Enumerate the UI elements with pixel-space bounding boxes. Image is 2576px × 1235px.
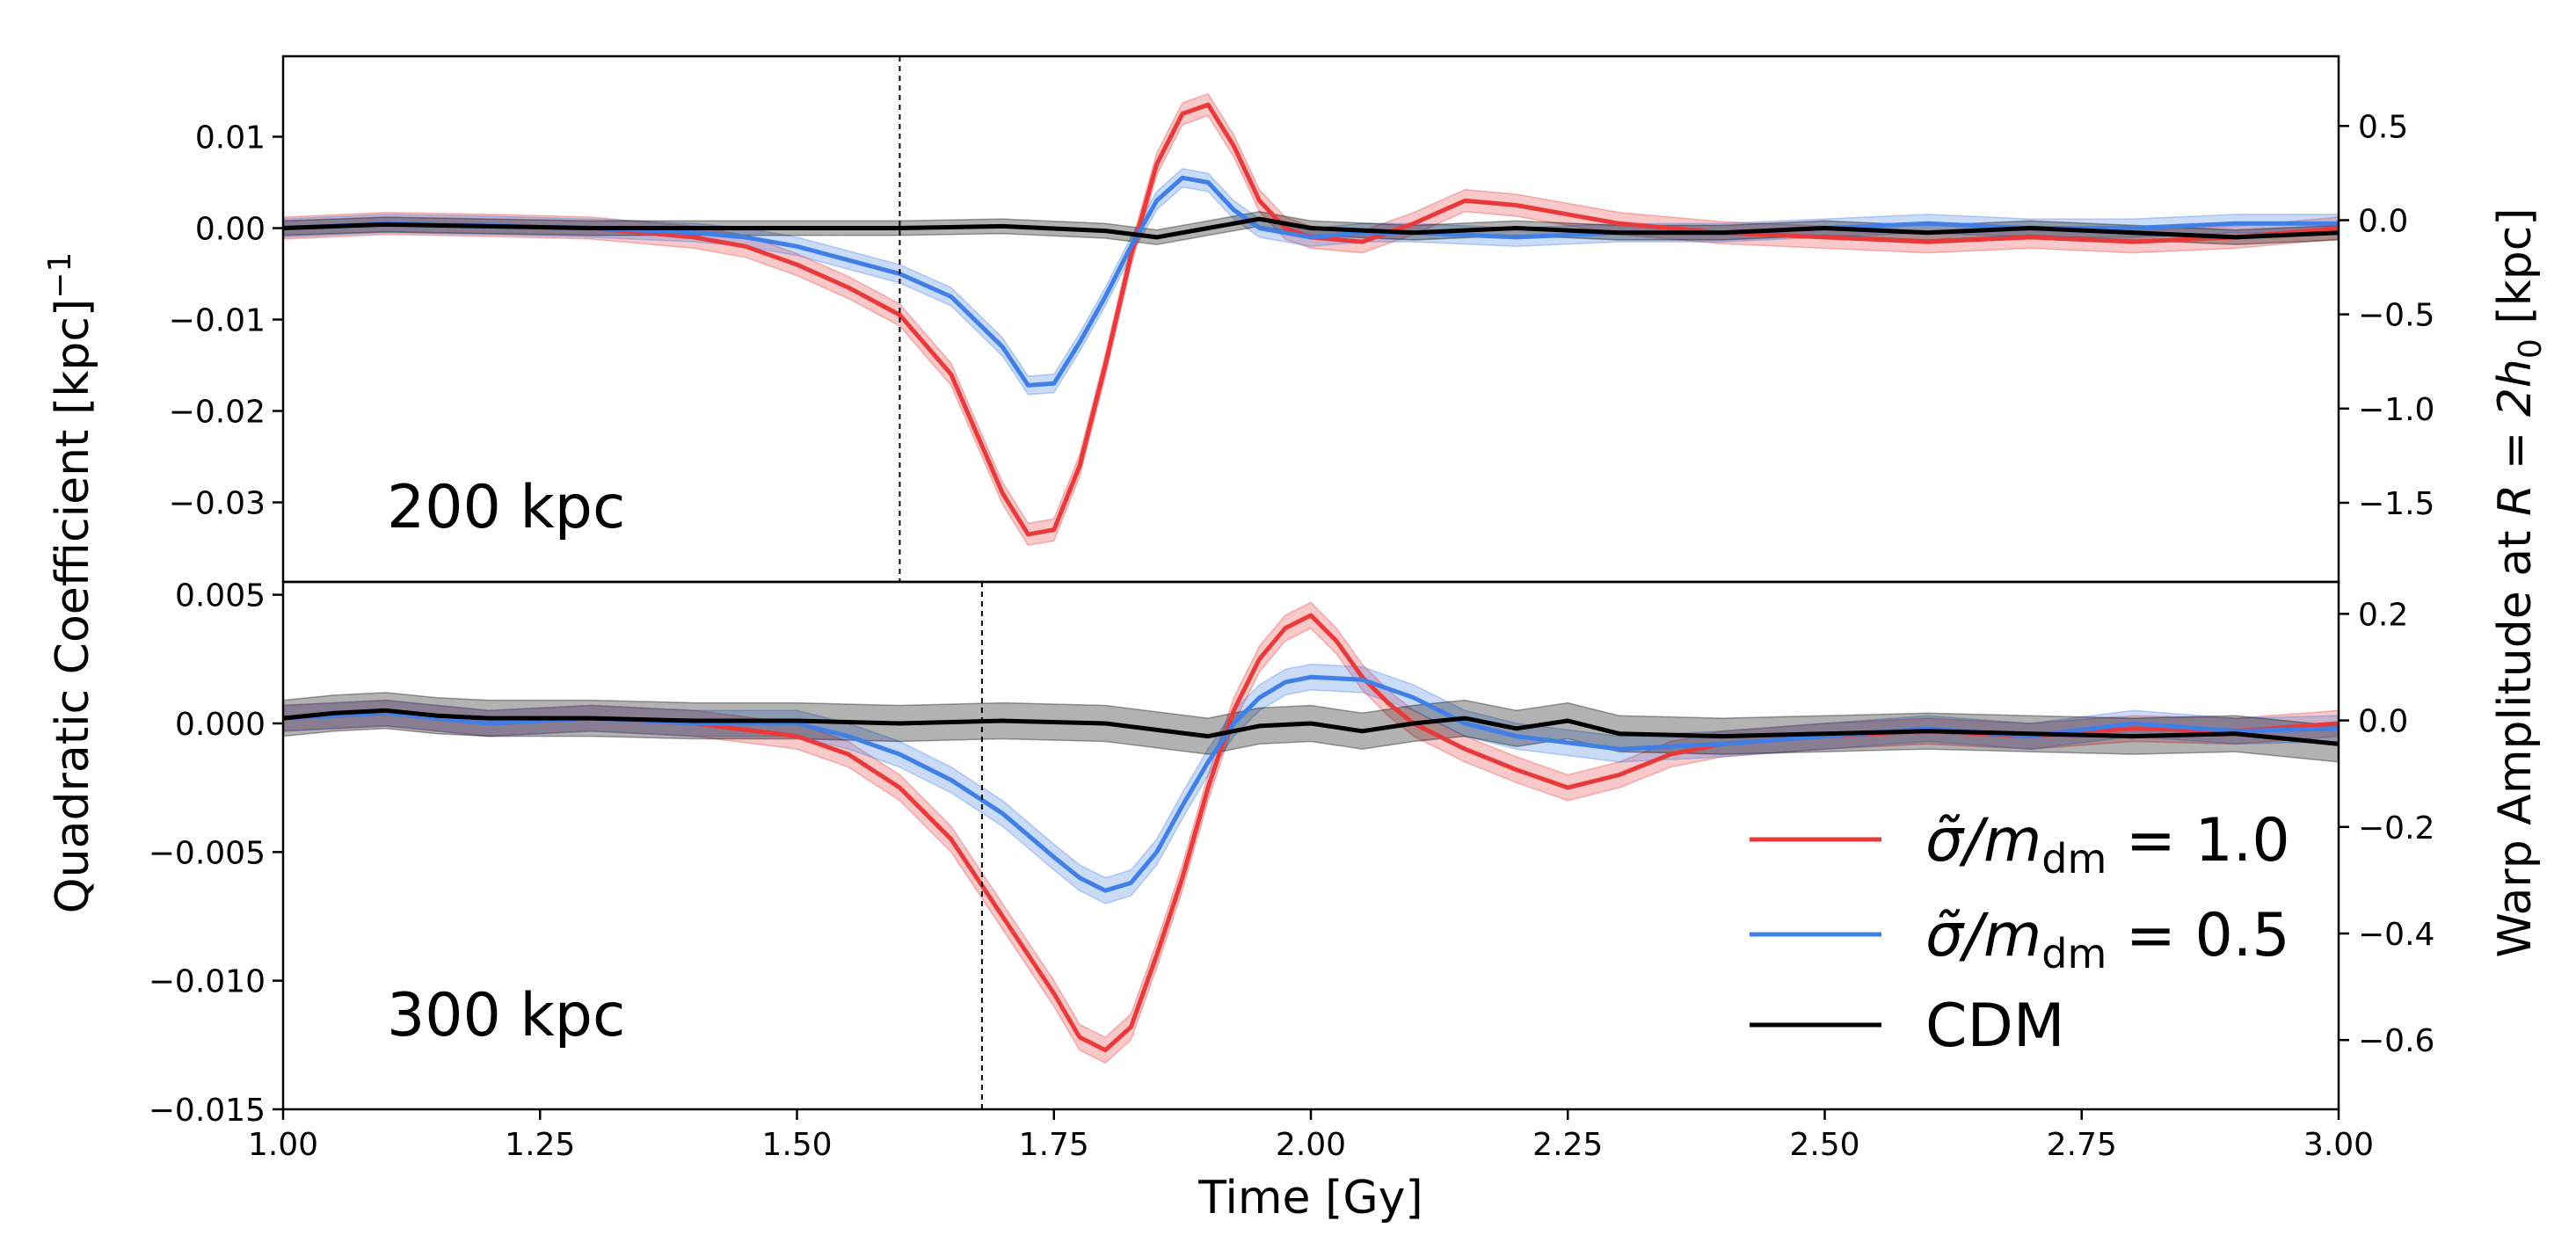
legend-label-sigma-1-sub: dm [2041,835,2107,883]
panel-top-label: 200 kpc [387,473,625,542]
y-axis-label-right: Warp Amplitude at R = 2h0 [kpc] [2489,207,2549,957]
y-axis-label-left-sup: −1 [42,252,78,299]
x-axis-label: Time [Gy] [1197,1172,1423,1224]
y-axis-label-left: Quadratic Coefficient [kpc]−1 [42,252,99,914]
ytick-left-label: −0.02 [169,395,266,431]
series-line-top-cdm [282,216,2340,240]
legend-label-cdm-text: CDM [1925,992,2065,1061]
ytick-right-label: −0.2 [2358,810,2434,846]
ytick-left-label: −0.010 [149,964,266,1000]
ytick-right-label: −0.4 [2358,917,2434,953]
ytick-left-label: −0.01 [169,303,266,339]
legend-label-sigma-05-sub: dm [2041,930,2107,977]
panel-bottom-lines [282,613,2340,1053]
xtick-label: 2.00 [1276,1127,1346,1163]
panel-top-right-ticks: 0.5 0.0 −0.5 −1.0 −1.5 [2339,109,2434,522]
xtick-label: 1.25 [505,1127,575,1163]
y-axis-label-right-unit: [kpc] [2489,207,2542,338]
ytick-left-label: 0.000 [175,707,266,743]
legend-label-sigma-05: σ̃/mdm = 0.5 [1925,901,2290,977]
ytick-right-label: 0.0 [2358,203,2408,239]
ytick-left-label: −0.03 [169,486,266,522]
legend-label-sigma-05-suffix: = 0.5 [2107,901,2289,970]
panel-top-left-ticks: 0.01 0.00 −0.01 −0.02 −0.03 [169,120,283,522]
legend-label-sigma-05-prefix: σ̃/m [1925,901,2041,970]
ytick-left-label: 0.00 [195,212,266,248]
ytick-left-label: 0.01 [195,120,266,156]
legend-label-sigma-1-suffix: = 1.0 [2107,806,2289,875]
panel-top: 0.01 0.00 −0.01 −0.02 −0.03 0.5 0.0 −0.5 −1.0 −1… [169,54,2434,584]
ytick-right-label: 0.2 [2358,597,2408,633]
panel-bottom-left-ticks: 0.005 0.000 −0.005 −0.010 −0.015 [149,578,283,1129]
legend: σ̃/mdm = 1.0 σ̃/mdm = 0.5 CDM [1750,806,2290,1061]
y-axis-label-right-math: R = 2h [2489,359,2542,516]
xtick-label: 2.25 [1532,1127,1603,1163]
ytick-right-label: 0.0 [2358,704,2408,740]
panel-top-lines [282,102,2340,537]
ytick-left-label: 0.005 [175,578,266,614]
ytick-right-label: −0.6 [2358,1023,2434,1059]
legend-label-sigma-1-prefix: σ̃/m [1925,806,2041,875]
panel-bottom-label: 300 kpc [387,981,625,1050]
legend-label-sigma-1: σ̃/mdm = 1.0 [1925,806,2290,883]
series-line-bottom-m-dm-05 [282,674,2340,893]
ytick-right-label: −1.0 [2358,392,2434,428]
y-axis-label-right-prefix: Warp Amplitude at [2489,516,2542,958]
xtick-label: 3.00 [2303,1127,2374,1163]
xtick-label: 1.75 [1019,1127,1089,1163]
xtick-label: 2.75 [2047,1127,2117,1163]
xtick-label: 2.50 [1789,1127,1859,1163]
ytick-left-label: −0.005 [149,835,266,871]
x-axis-ticks: 1.00 1.25 1.50 1.75 2.00 2.25 2.50 2.75 3.00 [248,1109,2374,1163]
legend-label-cdm: CDM [1925,992,2065,1061]
ytick-right-label: −0.5 [2358,298,2434,334]
panel-bottom: 0.005 0.000 −0.005 −0.010 −0.015 0.2 0.0 −0.2 −… [149,578,2435,1129]
panel-bottom-right-ticks: 0.2 0.0 −0.2 −0.4 −0.6 [2339,597,2434,1059]
xtick-label: 1.50 [761,1127,832,1163]
xtick-label: 1.00 [248,1127,318,1163]
ytick-right-label: 0.5 [2358,109,2408,145]
y-axis-label-right-sub: 0 [2513,338,2549,359]
series-line-bottom-cdm [282,708,2340,746]
ytick-right-label: −1.5 [2358,486,2434,522]
ytick-left-label: −0.015 [149,1093,266,1129]
y-axis-label-left-text: Quadratic Coefficient [kpc] [47,299,99,914]
